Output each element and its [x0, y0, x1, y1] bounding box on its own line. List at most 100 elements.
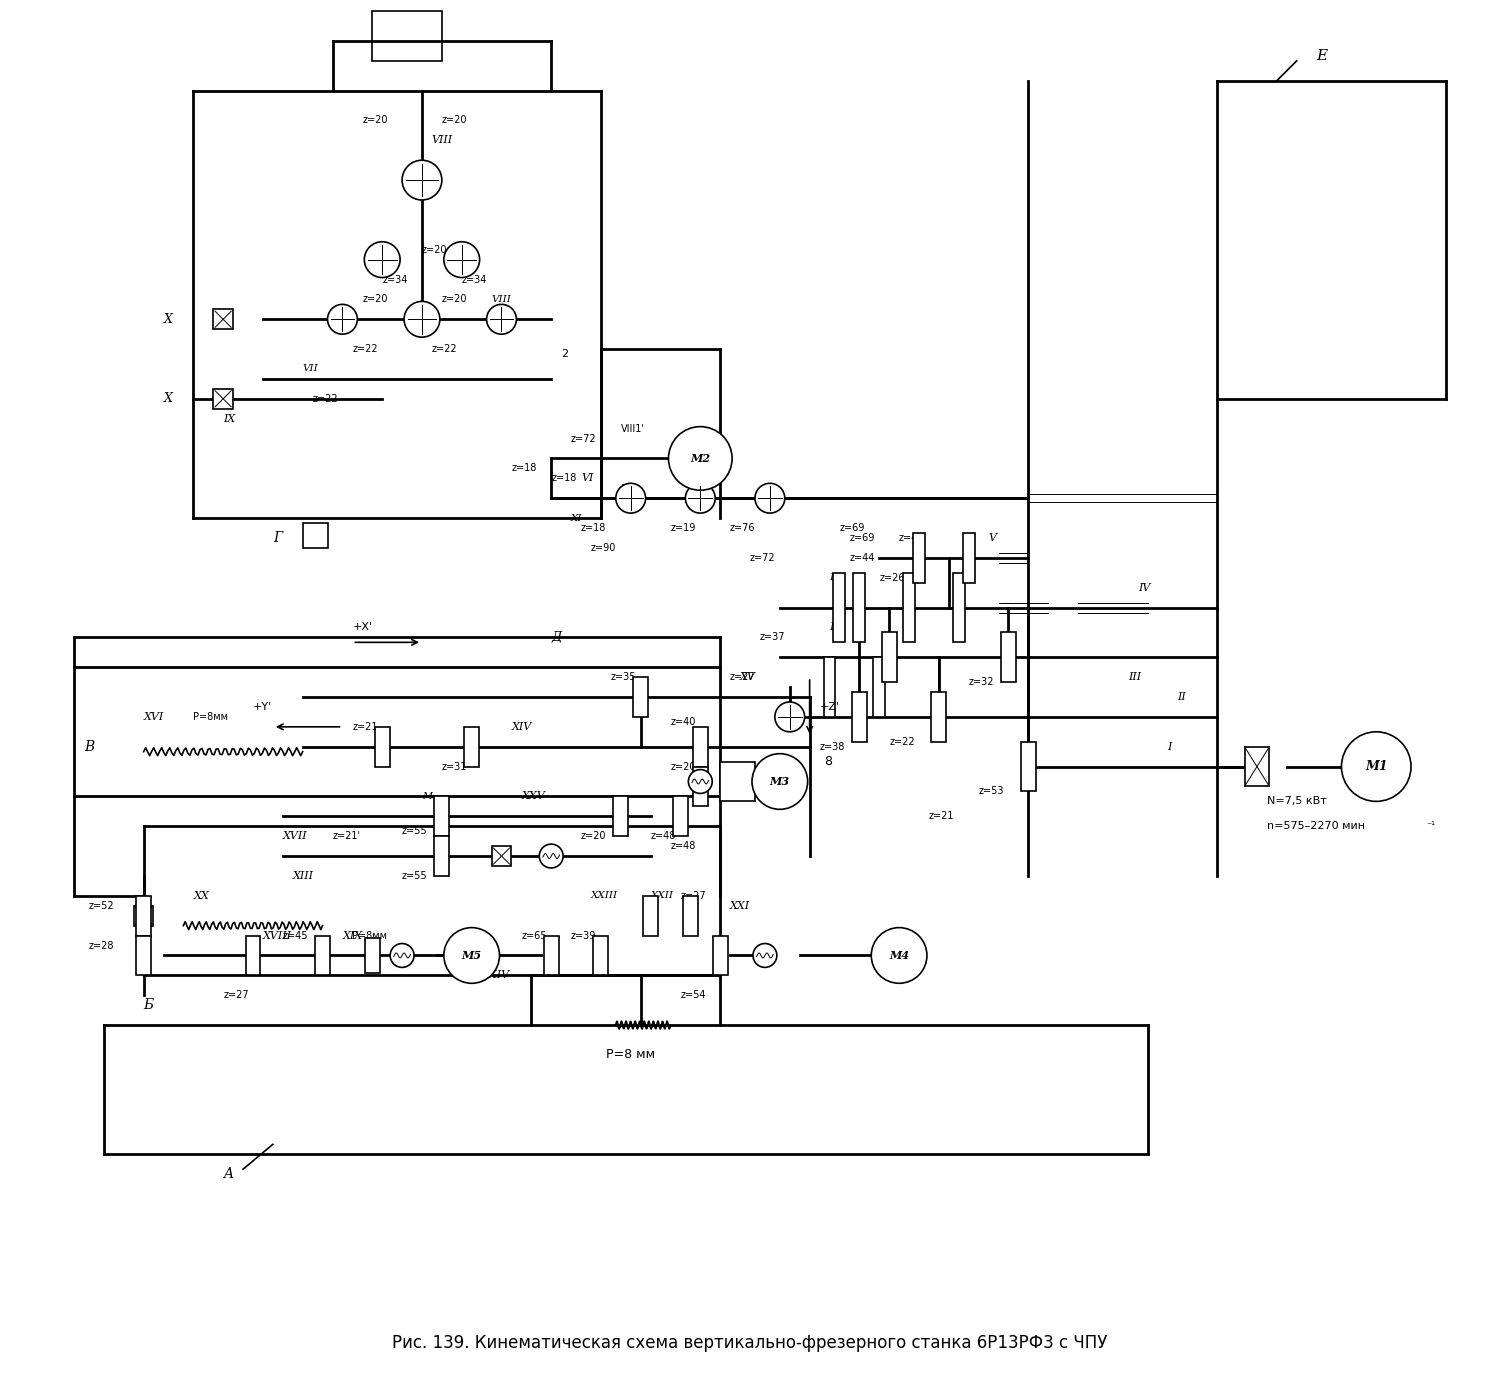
- Text: z=72: z=72: [572, 433, 597, 444]
- Circle shape: [871, 928, 927, 983]
- Text: z=35: z=35: [610, 672, 636, 682]
- Circle shape: [753, 943, 777, 967]
- Text: X: X: [164, 393, 172, 405]
- Text: z=20: z=20: [580, 831, 606, 841]
- Bar: [633, 678, 648, 717]
- Text: XXV: XXV: [522, 792, 544, 802]
- Bar: [134, 905, 153, 926]
- Text: z=18: z=18: [512, 464, 537, 474]
- Bar: [435, 837, 450, 876]
- Circle shape: [364, 242, 400, 278]
- Text: XVII: XVII: [284, 831, 308, 841]
- Text: М3: М3: [770, 775, 790, 787]
- Text: A: A: [224, 1166, 232, 1180]
- Bar: [464, 726, 478, 767]
- Circle shape: [616, 483, 645, 513]
- Text: XVI: XVI: [144, 712, 164, 722]
- Text: М2: М2: [690, 453, 711, 464]
- Text: z=18: z=18: [580, 522, 606, 534]
- Bar: [213, 388, 232, 409]
- Text: Б1: Б1: [830, 573, 844, 583]
- Text: +X': +X': [352, 623, 372, 633]
- Text: z=20: z=20: [442, 295, 468, 305]
- Text: XII: XII: [621, 483, 636, 493]
- Bar: [882, 633, 897, 682]
- Circle shape: [688, 770, 712, 793]
- Text: z=40: z=40: [670, 717, 696, 726]
- Text: IV: IV: [1137, 583, 1150, 592]
- Text: z=69: z=69: [840, 522, 866, 534]
- Bar: [1000, 633, 1016, 682]
- Circle shape: [752, 753, 807, 809]
- Bar: [136, 895, 152, 936]
- Bar: [873, 657, 885, 717]
- Bar: [693, 767, 708, 806]
- Text: z=18: z=18: [550, 474, 576, 483]
- Circle shape: [686, 483, 716, 513]
- Text: z=37: z=37: [760, 633, 786, 643]
- Text: М5: М5: [462, 950, 482, 961]
- Bar: [712, 936, 728, 975]
- Text: z=27: z=27: [224, 990, 249, 1000]
- Text: E: E: [1317, 49, 1328, 63]
- Bar: [543, 936, 558, 975]
- Text: z=31: z=31: [442, 761, 466, 771]
- Bar: [1022, 742, 1036, 792]
- Text: XV: XV: [740, 672, 756, 682]
- Text: z=72: z=72: [750, 553, 776, 563]
- Text: z=19: z=19: [670, 522, 696, 534]
- Text: z=52: z=52: [88, 901, 114, 911]
- Circle shape: [404, 302, 439, 337]
- Text: z=76: z=76: [730, 522, 756, 534]
- Text: VIII1': VIII1': [621, 423, 645, 433]
- Bar: [852, 692, 867, 742]
- Text: +Z': +Z': [819, 701, 840, 712]
- Text: z=38: z=38: [819, 742, 844, 752]
- Circle shape: [402, 161, 442, 200]
- Bar: [492, 847, 512, 866]
- Text: z=21': z=21': [333, 831, 360, 841]
- Text: XXIV: XXIV: [482, 971, 510, 981]
- Text: XXIII: XXIII: [591, 891, 618, 900]
- Bar: [315, 936, 330, 975]
- Text: VI: VI: [580, 474, 594, 483]
- Text: ⁻¹: ⁻¹: [1426, 821, 1436, 831]
- Text: z=44: z=44: [849, 553, 874, 563]
- Bar: [246, 936, 261, 975]
- Bar: [720, 761, 754, 802]
- Bar: [372, 11, 442, 61]
- Text: VIII: VIII: [492, 295, 512, 305]
- Text: XVIII: XVIII: [262, 930, 292, 940]
- Text: z=44: z=44: [898, 534, 924, 543]
- Bar: [1245, 747, 1269, 787]
- Text: z=69: z=69: [849, 534, 874, 543]
- Text: V: V: [988, 534, 996, 543]
- Circle shape: [327, 305, 357, 334]
- Text: n=575–2270 мин: n=575–2270 мин: [1268, 821, 1365, 831]
- Text: z=39: z=39: [572, 930, 597, 940]
- Text: 8: 8: [825, 756, 833, 768]
- Text: z=22: z=22: [352, 344, 378, 353]
- Bar: [136, 936, 152, 975]
- Bar: [932, 692, 946, 742]
- Bar: [375, 726, 390, 767]
- Text: z=21: z=21: [352, 722, 378, 732]
- Text: XIV: XIV: [512, 722, 531, 732]
- Text: z=20: z=20: [442, 116, 468, 126]
- Text: P=8мм: P=8мм: [194, 712, 228, 722]
- Text: z=20: z=20: [363, 295, 388, 305]
- Text: VIII: VIII: [432, 136, 453, 145]
- Bar: [952, 573, 964, 643]
- Text: I: I: [1167, 742, 1172, 752]
- Text: z=90: z=90: [591, 543, 616, 553]
- Text: 2: 2: [561, 349, 568, 359]
- Text: М4: М4: [890, 950, 909, 961]
- Bar: [213, 309, 232, 330]
- Text: VII: VII: [303, 365, 318, 373]
- Text: z=21: z=21: [928, 812, 954, 821]
- Text: z=34: z=34: [382, 275, 408, 285]
- Bar: [693, 726, 708, 767]
- Circle shape: [776, 701, 804, 732]
- Bar: [914, 534, 926, 583]
- Text: P=8мм: P=8мм: [352, 930, 387, 940]
